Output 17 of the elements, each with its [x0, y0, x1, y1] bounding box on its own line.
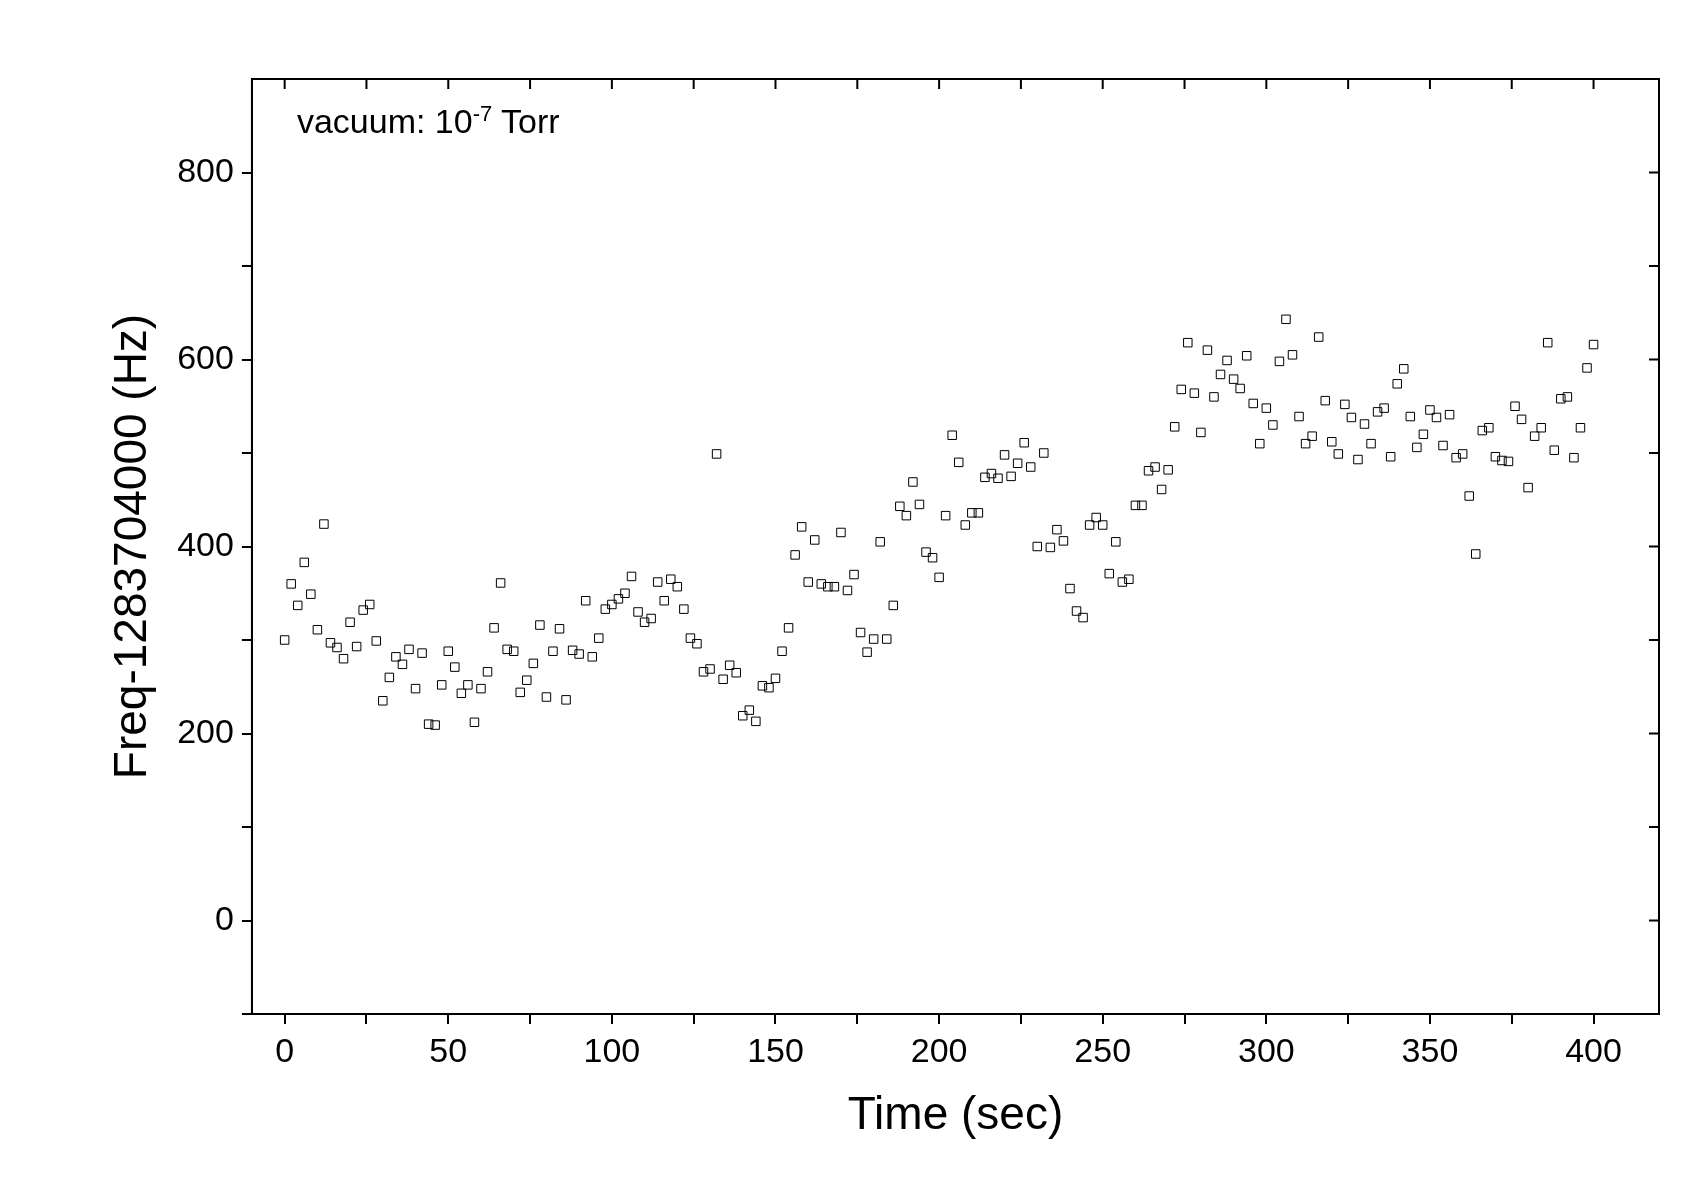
annotation: vacuum: 10$^{-7}$ Torr: [296, 101, 560, 142]
x-axis-title: Time (sec): [847, 1087, 1064, 1140]
x-tick-label: 400: [1565, 1030, 1622, 1069]
x-tick-label: 150: [747, 1030, 804, 1069]
y-axis-title: Freq-1283704000 (Hz): [104, 313, 157, 780]
x-tick-label: 300: [1237, 1030, 1295, 1069]
x-tick-label: 0: [275, 1030, 295, 1069]
y-tick-label: 200: [177, 711, 234, 750]
x-tick-label: 100: [583, 1030, 641, 1069]
x-tick-label: 250: [1074, 1030, 1132, 1069]
x-tick-label: 50: [429, 1030, 468, 1069]
y-tick-label: 0: [215, 898, 234, 937]
y-tick-label: 600: [177, 337, 234, 376]
x-tick-label: 200: [910, 1030, 968, 1069]
x-tick-label: 350: [1401, 1030, 1459, 1069]
y-tick-label: 800: [177, 150, 234, 189]
y-tick-label: 400: [177, 524, 234, 563]
